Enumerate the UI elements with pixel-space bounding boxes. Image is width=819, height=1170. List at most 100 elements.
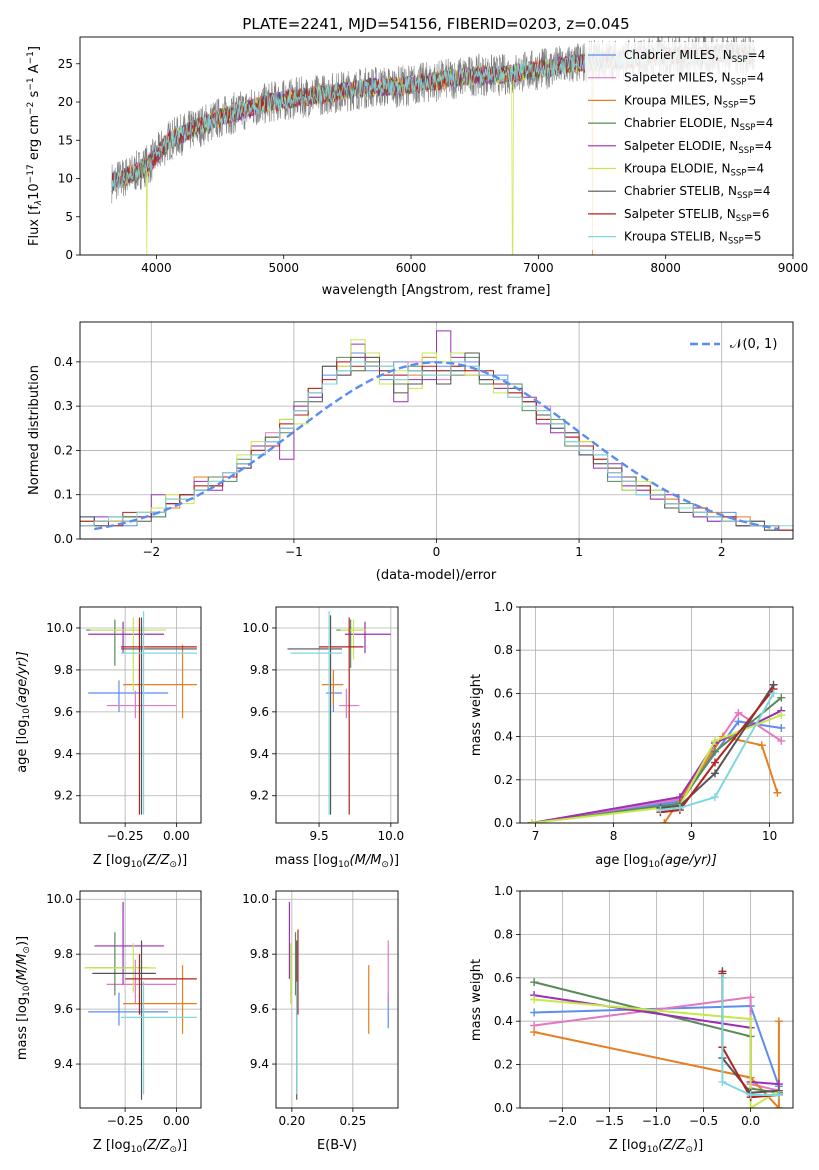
x-tick-label: 9 — [688, 829, 696, 843]
series-marker-kroupa_miles_orange — [660, 819, 669, 823]
y-tick-label: 9.6 — [250, 1002, 269, 1016]
y-tick-label: 10.0 — [242, 621, 269, 635]
label-part: ⊙ — [22, 946, 32, 954]
y-tick-label: 10.0 — [46, 892, 73, 906]
series-marker-blue — [734, 717, 743, 726]
x-tick-label: 5000 — [268, 261, 299, 275]
series-marker-cyan — [656, 806, 665, 815]
y-tick-label: 0.6 — [494, 686, 513, 700]
hist-group — [80, 330, 793, 539]
x-axis-label: wavelength [Angstrom, rest frame] — [322, 283, 551, 298]
x-axis-label: mass [log10(M/M⊙)] — [275, 853, 399, 870]
x-tick-label: −1 — [285, 545, 303, 559]
y-tick-label: 25 — [58, 57, 73, 71]
mass-vs-metallicity-panel: −0.25 0.009.49.69.810.0Z [log10(Z/Z⊙)]mas… — [15, 890, 202, 1155]
y-tick-label: 1.0 — [494, 600, 513, 614]
label-part: (M/M — [15, 954, 30, 986]
series-marker-cyan — [711, 793, 719, 802]
label-part: Salpeter STELIB, N — [624, 207, 736, 221]
series-marker-yellow — [527, 819, 536, 823]
label-part: Z [log — [93, 853, 131, 868]
y-tick-label: 0.2 — [54, 443, 73, 457]
x-tick-label: −0.25 — [107, 829, 144, 843]
label-part: −1 — [26, 51, 36, 64]
label-part: (Z/Z — [142, 853, 170, 868]
series-marker-red — [711, 758, 719, 767]
series-line-kroupa_miles_orange — [533, 1021, 780, 1108]
legend-background — [585, 42, 790, 250]
label-part: (age/yr)] — [660, 853, 717, 868]
label-part: (Z/Z — [142, 1138, 170, 1153]
label-part: SSP — [738, 146, 754, 156]
label-part: =4 — [753, 184, 771, 198]
x-axis-label: (data-model)/error — [376, 568, 497, 583]
label-part: age [log — [15, 720, 30, 773]
y-tick-label: 1.0 — [494, 884, 513, 898]
y-tick-label: 0.0 — [494, 816, 513, 830]
label-part: (Z/Z — [658, 1138, 686, 1153]
series-marker-yellow — [746, 1104, 755, 1108]
series-marker-blue — [777, 723, 786, 732]
x-tick-label: 2 — [718, 545, 726, 559]
label-part: mass [log — [15, 997, 30, 1060]
label-part: 10 — [22, 708, 32, 720]
axes-frame — [275, 606, 399, 824]
label-part: SSP — [731, 169, 747, 179]
label-part: SSP — [736, 214, 752, 224]
age-vs-metallicity-panel: −0.25 0.009.29.49.69.810.0Z [log10(Z/Z⊙)]… — [15, 606, 202, 870]
x-tick-label: −2.0 — [548, 1114, 577, 1128]
series-marker-yellow — [711, 736, 719, 745]
series-marker-yellow — [530, 995, 539, 1004]
label-part: =5 — [739, 93, 757, 107]
x-tick-label: −2 — [142, 545, 160, 559]
x-tick-label: −0.5 — [689, 1114, 718, 1128]
line-group — [527, 680, 786, 823]
label-part: 10 — [338, 860, 350, 870]
y-tick-label: 9.4 — [54, 1057, 73, 1071]
residual-histogram-step-yellow — [80, 339, 793, 539]
line-group — [530, 967, 783, 1108]
x-tick-label: 0.0 — [741, 1114, 760, 1128]
series-marker-kroupa_miles_orange — [774, 1017, 783, 1026]
x-tick-label: 0 — [433, 545, 441, 559]
label-part: SSP — [728, 237, 744, 247]
label-part: ] — [27, 46, 42, 51]
series-marker-cyan — [746, 1090, 755, 1099]
x-axis-label: E(B-V) — [317, 1138, 357, 1153]
label-part: Chabrier MILES, N — [624, 48, 732, 62]
x-tick-label: 7000 — [523, 261, 554, 275]
label-part: Flux [f — [27, 205, 42, 246]
label-part: )] — [693, 1138, 703, 1153]
axes-frame — [519, 890, 794, 1109]
label-part: erg cm — [27, 115, 42, 164]
label-part: age [log — [595, 853, 648, 868]
label-part: )] — [177, 853, 187, 868]
series-marker-pink — [777, 736, 786, 745]
y-tick-label: 9.8 — [54, 947, 73, 961]
x-tick-label: 0.25 — [340, 1114, 367, 1128]
label-part: SSP — [731, 78, 747, 88]
axes-frame — [79, 321, 794, 540]
spectrum-title: PLATE=2241, MJD=54156, FIBERID=0203, z=0… — [242, 15, 629, 33]
label-part: 10 — [131, 860, 143, 870]
series-marker-kroupa_miles_orange — [774, 1104, 783, 1108]
y-tick-label: 9.2 — [250, 789, 269, 803]
label-part: Kroupa STELIB, N — [624, 230, 728, 244]
series-marker-cyan — [769, 689, 778, 698]
legend-entry-normal: 𝒩(0, 1) — [730, 337, 777, 352]
normal-distribution-curve — [94, 361, 779, 531]
errorbar-group — [287, 611, 391, 815]
y-tick-label: 0.8 — [494, 643, 513, 657]
series-marker-kroupa_miles_orange — [530, 1028, 539, 1037]
y-tick-label: 10.0 — [242, 892, 269, 906]
label-part: =4 — [746, 71, 764, 85]
label-part: ⊙ — [169, 860, 177, 870]
x-axis-label: Z [log10(Z/Z⊙)] — [93, 1138, 187, 1155]
errorbar-group — [84, 901, 197, 1100]
label-part: mass [log — [275, 853, 338, 868]
y-tick-label: 9.2 — [54, 789, 73, 803]
series-marker-cyan — [675, 803, 684, 812]
y-tick-label: 0.4 — [494, 730, 513, 744]
axes-frame — [79, 36, 794, 256]
x-tick-label: 4000 — [141, 261, 172, 275]
